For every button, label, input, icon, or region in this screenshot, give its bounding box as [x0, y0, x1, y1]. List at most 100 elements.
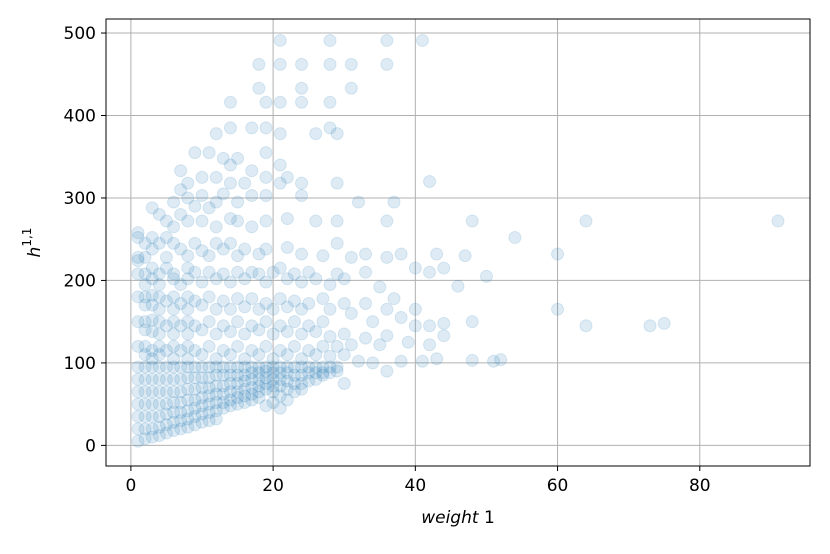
data-point — [245, 360, 259, 374]
data-point — [287, 315, 301, 329]
data-point — [223, 385, 237, 399]
data-point — [323, 121, 337, 135]
data-point — [159, 426, 173, 440]
data-point — [415, 354, 429, 368]
data-point — [188, 360, 202, 374]
data-point — [238, 360, 252, 374]
data-point — [145, 231, 159, 245]
data-point — [209, 127, 223, 141]
data-point — [188, 199, 202, 213]
data-point — [138, 323, 152, 337]
data-point — [273, 344, 287, 358]
data-point — [387, 292, 401, 306]
data-point — [344, 57, 358, 71]
data-point — [551, 302, 565, 316]
data-point — [415, 33, 429, 47]
data-point — [259, 364, 273, 378]
data-point — [280, 300, 294, 314]
data-point — [181, 214, 195, 228]
data-point — [138, 348, 152, 362]
data-point — [145, 242, 159, 256]
data-point — [366, 356, 380, 370]
data-point — [145, 372, 159, 386]
data-point — [323, 366, 337, 380]
data-point — [245, 265, 259, 279]
data-point — [423, 338, 437, 352]
data-point — [202, 360, 216, 374]
data-point — [252, 323, 266, 337]
data-point — [174, 278, 188, 292]
data-point — [209, 302, 223, 316]
data-point — [181, 261, 195, 275]
data-point — [252, 360, 266, 374]
data-point — [302, 265, 316, 279]
data-point — [252, 372, 266, 386]
data-point — [195, 298, 209, 312]
data-point — [309, 348, 323, 362]
data-point — [138, 385, 152, 399]
data-point — [394, 247, 408, 261]
data-point — [223, 325, 237, 339]
data-point — [423, 319, 437, 333]
data-point — [287, 294, 301, 308]
data-point — [152, 207, 166, 221]
data-point — [131, 226, 145, 240]
data-point — [259, 377, 273, 391]
data-point — [337, 272, 351, 286]
data-point — [145, 288, 159, 302]
x-tick-label: 60 — [547, 476, 569, 496]
data-point — [280, 170, 294, 184]
data-point — [266, 360, 280, 374]
data-point — [238, 327, 252, 341]
data-point — [145, 272, 159, 286]
y-tick-label: 400 — [64, 106, 96, 126]
data-point — [280, 382, 294, 396]
data-point — [167, 220, 181, 234]
data-point — [252, 348, 266, 362]
data-point — [295, 352, 309, 366]
data-point — [238, 300, 252, 314]
data-point — [138, 372, 152, 386]
data-point — [167, 395, 181, 409]
data-point — [245, 372, 259, 386]
data-point — [316, 292, 330, 306]
y-tick-label: 100 — [64, 354, 96, 374]
data-point — [181, 352, 195, 366]
data-point — [202, 397, 216, 411]
data-point — [380, 364, 394, 378]
grid-lines — [106, 19, 810, 466]
data-point — [145, 344, 159, 358]
data-point — [152, 397, 166, 411]
data-point — [323, 95, 337, 109]
data-point — [202, 389, 216, 403]
data-point — [359, 331, 373, 345]
data-point — [259, 339, 273, 353]
data-point — [231, 195, 245, 209]
data-point — [280, 366, 294, 380]
data-point — [188, 319, 202, 333]
data-point — [323, 360, 337, 374]
data-point — [174, 183, 188, 197]
data-point — [181, 339, 195, 353]
data-point — [145, 385, 159, 399]
data-point — [195, 323, 209, 337]
data-point — [280, 374, 294, 388]
data-point — [487, 354, 501, 368]
data-point — [223, 368, 237, 382]
data-point — [174, 422, 188, 436]
x-tick-label: 0 — [125, 476, 136, 496]
data-point — [366, 315, 380, 329]
data-point — [423, 265, 437, 279]
data-point — [295, 368, 309, 382]
data-point — [167, 339, 181, 353]
data-point — [231, 397, 245, 411]
data-point — [223, 158, 237, 172]
data-point — [181, 371, 195, 385]
data-point — [145, 397, 159, 411]
data-point — [302, 374, 316, 388]
data-point — [138, 410, 152, 424]
data-point — [316, 339, 330, 353]
data-point — [273, 158, 287, 172]
data-point — [359, 297, 373, 311]
